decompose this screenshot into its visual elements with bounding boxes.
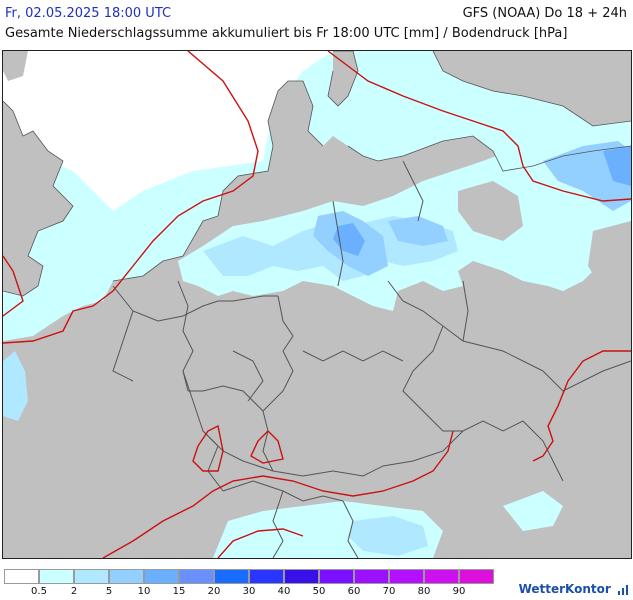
legend-label: 20 bbox=[207, 586, 221, 597]
dry-patch-north bbox=[343, 181, 373, 203]
legend-label: 10 bbox=[137, 586, 151, 597]
dry-patch-poland bbox=[458, 181, 523, 241]
legend-swatch bbox=[39, 569, 74, 584]
legend-swatch bbox=[144, 569, 179, 584]
precip-core-5b bbox=[388, 216, 448, 246]
precip-legend bbox=[4, 569, 494, 585]
legend-label: 80 bbox=[417, 586, 431, 597]
legend-swatch bbox=[214, 569, 249, 584]
bar-chart-icon bbox=[617, 584, 629, 596]
isobars bbox=[3, 51, 631, 558]
legend-label: 0.5 bbox=[31, 586, 47, 597]
legend-swatch bbox=[249, 569, 284, 584]
legend-swatch bbox=[109, 569, 144, 584]
denmark-land bbox=[328, 51, 358, 106]
legend-swatch bbox=[74, 569, 109, 584]
precipitation-map[interactable] bbox=[2, 50, 632, 559]
precip-southeast bbox=[503, 491, 563, 531]
precip-west-coast bbox=[3, 351, 28, 421]
legend-label: 15 bbox=[172, 586, 186, 597]
country-borders bbox=[112, 160, 631, 558]
legend-swatch bbox=[284, 569, 319, 584]
brand-name: WetterKontor bbox=[518, 582, 611, 596]
legend-label: 70 bbox=[382, 586, 396, 597]
legend-label: 2 bbox=[70, 586, 78, 597]
legend-swatch bbox=[424, 569, 459, 584]
legend-label: 30 bbox=[242, 586, 256, 597]
scotland-land bbox=[3, 51, 28, 81]
legend-label: 50 bbox=[312, 586, 326, 597]
legend-swatch bbox=[354, 569, 389, 584]
precip-east-10 bbox=[603, 146, 631, 186]
legend-swatch bbox=[179, 569, 214, 584]
precip-alps-2 bbox=[348, 516, 428, 556]
scandinavia-land bbox=[433, 51, 631, 126]
dry-patch-east bbox=[588, 221, 631, 301]
legend-swatch bbox=[319, 569, 354, 584]
legend-swatch bbox=[459, 569, 494, 584]
legend-swatch bbox=[4, 569, 39, 584]
legend-label: 90 bbox=[452, 586, 466, 597]
forecast-date: Fr, 02.05.2025 18:00 UTC bbox=[5, 6, 172, 21]
legend-label: 5 bbox=[105, 586, 113, 597]
model-run: GFS (NOAA) Do 18 + 24h bbox=[462, 6, 627, 21]
legend-label: 40 bbox=[277, 586, 291, 597]
map-canvas bbox=[3, 51, 631, 558]
precip-legend-labels: 0.5 2 5 10 15 20 30 40 50 60 70 80 90 bbox=[4, 586, 504, 600]
coastlines bbox=[3, 51, 631, 297]
legend-label: 60 bbox=[347, 586, 361, 597]
legend-swatch bbox=[389, 569, 424, 584]
map-subtitle: Gesamte Niederschlagssumme akkumuliert b… bbox=[5, 26, 568, 41]
uk-land bbox=[3, 101, 73, 296]
brand-logo: WetterKontor bbox=[519, 582, 629, 596]
